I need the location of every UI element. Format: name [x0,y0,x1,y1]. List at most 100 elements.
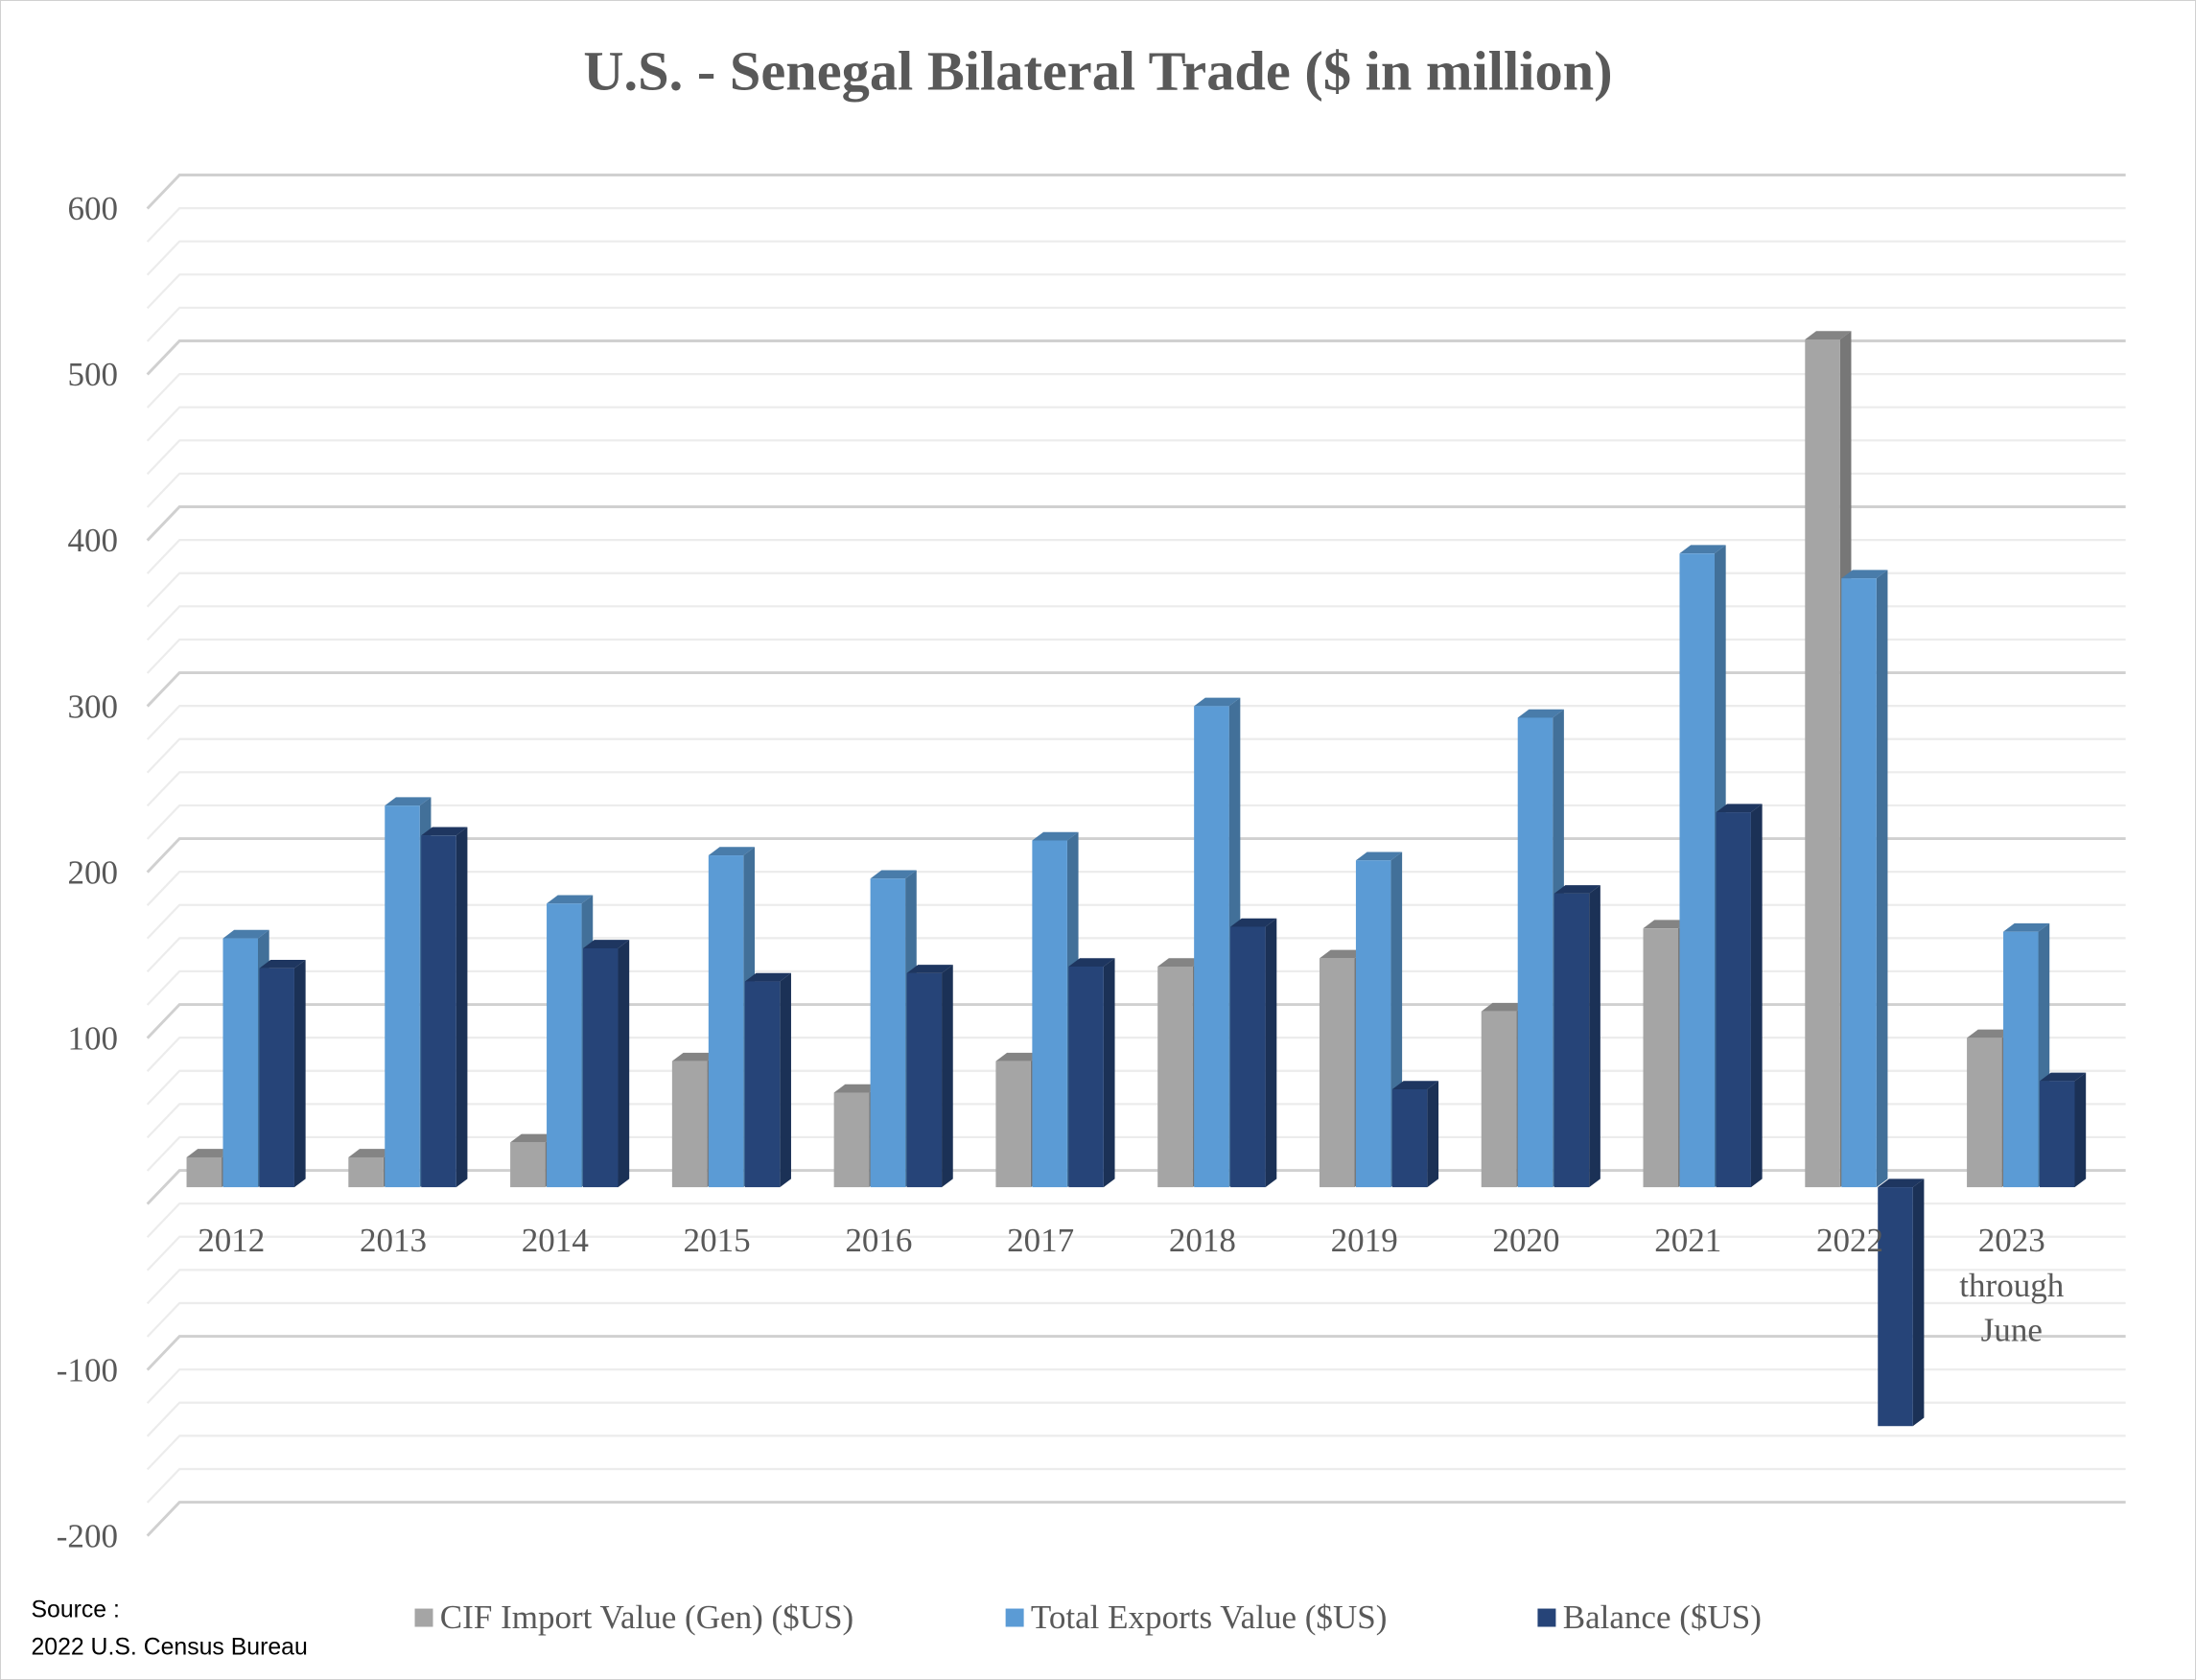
bar-face [1355,860,1391,1188]
bar [744,972,791,1188]
x-tick-label: 2018 [1169,1222,1236,1259]
bar-face [1391,1089,1428,1188]
bar [1068,958,1115,1188]
bar-face [1157,966,1193,1188]
bar-face [583,947,619,1188]
minor-gridline [146,638,2126,674]
x-tick-label: 2012 [198,1222,265,1259]
bar-top [906,965,953,973]
x-tick-label: 2021 [1654,1222,1721,1259]
major-gridline [146,1003,2126,1039]
major-gridline [146,837,2126,874]
bar-face [1068,966,1104,1188]
bar-face [671,1061,708,1188]
bar [1230,918,1277,1188]
minor-gridline [146,605,2126,642]
bar-top [1679,545,1726,554]
bar [1841,570,1888,1188]
minor-gridline [146,439,2126,476]
y-tick-label: -200 [57,1517,118,1554]
bar-face [1319,958,1355,1188]
bar [1391,1081,1439,1188]
legend-label: Total Exports Value ($US) [1031,1598,1388,1636]
major-gridline [146,174,2126,210]
bar-top [1967,1029,2014,1038]
bar-face [1554,893,1590,1188]
x-tick-label: 2015 [684,1222,751,1259]
bar-top [1319,949,1367,959]
bar-face [2039,1081,2075,1188]
bar-top [222,929,269,939]
bar-top [1032,831,1079,841]
bar-face [1805,338,1840,1188]
bar-side [456,827,468,1188]
bar-top [744,972,791,982]
y-tick-label: 600 [67,190,118,227]
bar-top [2003,922,2050,932]
bar-face [385,805,420,1188]
legend-swatch [1005,1608,1024,1627]
x-tick-label: 2014 [522,1222,589,1259]
bar-top [385,797,432,806]
chart-title: U.S. - Senegal Bilateral Trade ($ in mil… [583,39,1612,102]
bar-side [2074,1072,2087,1188]
minor-gridline [146,1301,2126,1338]
legend-item: Balance ($US) [1537,1598,1762,1636]
bar-top [708,847,756,856]
minor-gridline [146,1235,2126,1272]
bar-top [1068,958,1115,967]
minor-gridline [146,1435,2126,1471]
x-tick-label: 2022 [1816,1222,1883,1259]
bar-face [1716,812,1751,1188]
bar-face [348,1156,384,1188]
x-tick-label: 2020 [1492,1222,1559,1259]
minor-gridline [146,1135,2126,1172]
minor-gridline [146,771,2126,807]
bar-top [510,1133,557,1143]
minor-gridline [146,373,2126,408]
bar-top [421,827,468,836]
major-gridline [146,1335,2126,1371]
minor-gridline [146,406,2126,442]
bar-face [995,1061,1031,1188]
y-tick-label: 100 [67,1019,118,1057]
bar [421,827,468,1188]
x-tick-label: 2019 [1331,1222,1398,1259]
minor-gridline [146,1401,2126,1437]
bar [1716,804,1763,1188]
minor-gridline [146,207,2126,243]
bar-top [1194,697,1241,707]
bar-face [1517,717,1554,1188]
minor-gridline [146,737,2126,774]
bar-face [1194,706,1229,1188]
major-gridline [146,671,2126,708]
minor-gridline [146,1467,2126,1504]
x-axis-ticks: 2012 2013 2014 2015 2016 2017 2018 2019 2020 2021… [198,1222,2065,1348]
bar-face [870,878,906,1188]
bar-side [618,940,630,1188]
bar [1878,1178,1925,1427]
bar-top [259,959,306,968]
bar-side [1750,804,1763,1188]
minor-gridline [146,903,2126,940]
minor-gridline [146,804,2126,840]
bar-top [1355,852,1403,861]
y-tick-label: 300 [67,688,118,725]
legend: CIF Import Value (Gen) ($US) Total Export… [414,1598,1762,1636]
bar [2039,1072,2087,1188]
bar-face [708,855,744,1188]
bar-top [1878,1178,1925,1188]
bar-top [1554,885,1600,894]
minor-gridline [146,871,2126,906]
source-text: 2022 U.S. Census Bureau [31,1635,307,1661]
bar [906,965,953,1188]
legend-label: CIF Import Value (Gen) ($US) [440,1598,853,1636]
bar-top [833,1084,880,1093]
bars [186,331,2087,1427]
y-tick-label: 400 [67,522,118,559]
bar-face [833,1092,870,1188]
minor-gridline [146,273,2126,310]
minor-gridline [146,969,2126,1006]
bar-face [2003,931,2039,1188]
minor-gridline [146,1368,2126,1404]
